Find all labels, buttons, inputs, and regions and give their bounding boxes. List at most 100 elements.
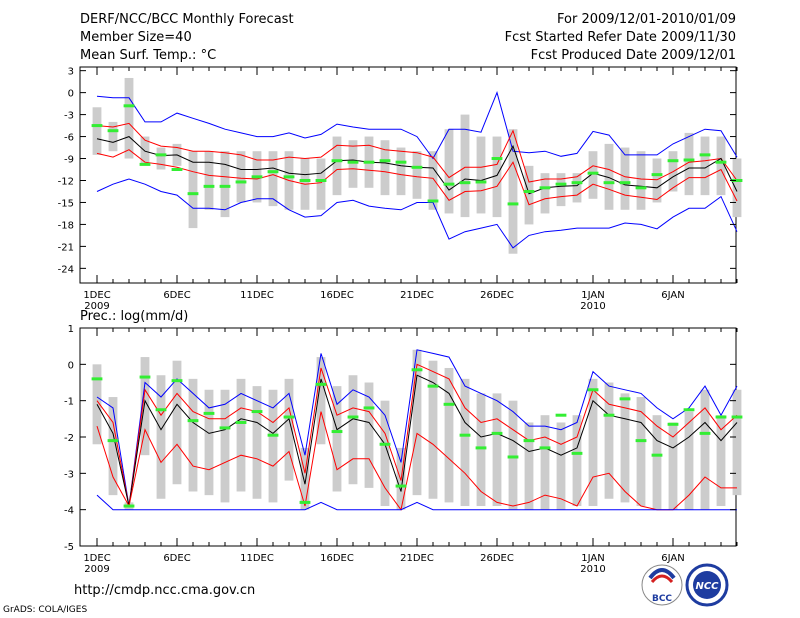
prec-ytick-label: -3 [64, 469, 74, 480]
prec-series-upper-spread [96, 363, 738, 507]
temp-spread-box [620, 147, 630, 210]
prec-spread-box [300, 447, 310, 510]
temp-spread-box [396, 147, 406, 196]
temp-spread-box [684, 132, 694, 196]
prec-spread-box [652, 415, 662, 510]
temp-spread-box [540, 173, 550, 214]
prec-spread-box [620, 393, 630, 503]
temp-ytick-label: -3 [64, 111, 74, 122]
prec-ytick-label: 0 [68, 360, 74, 371]
prec-spread-box [716, 415, 726, 507]
prec-xtick-year: 2009 [84, 564, 109, 575]
ncc-logo-text: NCC [695, 581, 719, 592]
prec-spread-box [604, 382, 614, 499]
chart-title: DERF/NCC/BCC Monthly Forecast [80, 12, 294, 27]
temp-spread-box [476, 136, 486, 214]
prec-xtick-label: 21DEC [400, 553, 434, 564]
temp-xtick-year: 2010 [580, 301, 605, 312]
prec-spread-box [540, 415, 550, 510]
temp-spread-box [156, 147, 166, 170]
prec-spread-box [156, 375, 166, 499]
temp-spread-box [428, 151, 438, 210]
temp-spread-box [348, 140, 358, 188]
prec-xtick-label: 26DEC [480, 553, 514, 564]
precip-panel-title: Prec.: log(mm/d) [80, 309, 188, 324]
temp-ytick-label: -21 [58, 242, 74, 253]
prec-series-ensemble-max [96, 349, 738, 507]
prec-spread-box [348, 375, 358, 485]
temp-ytick-label: -15 [58, 198, 74, 209]
bcc-logo: BCC [641, 564, 683, 606]
temp-spread-box [524, 165, 534, 225]
prec-spread-box [332, 386, 342, 492]
temp-ytick-label: 3 [68, 67, 74, 78]
bcc-swirl-blue-icon [648, 568, 676, 580]
prec-spread-box [140, 357, 150, 456]
temp-ytick-label: -9 [64, 155, 74, 166]
prec-ytick-label: -4 [64, 506, 74, 517]
prec-spread-box [636, 397, 646, 507]
prec-spread-box [428, 360, 438, 499]
temp-spread-box [588, 151, 598, 199]
temp-xtick-year: 2009 [84, 301, 109, 312]
temp-series-upper-spread [96, 122, 738, 183]
member-size-label: Member Size=40 [80, 30, 192, 45]
temp-spread-box [316, 158, 326, 210]
temp-xtick-label: 26DEC [480, 290, 514, 301]
temp-spread-box [492, 136, 502, 218]
temp-xtick-label: 1JAN [581, 290, 604, 301]
prec-spread-box [572, 415, 582, 507]
prec-spread-box [204, 389, 214, 496]
temp-spread-box [332, 136, 342, 196]
prec-spread-box [236, 378, 246, 492]
prec-spread-box [220, 389, 230, 503]
temp-xtick-label: 6JAN [661, 290, 684, 301]
grads-credit: GrADS: COLA/IGES [3, 605, 87, 615]
bcc-swirl-red-icon [650, 574, 674, 584]
temp-spread-box [204, 151, 214, 210]
prec-spread-box [492, 393, 502, 507]
temp-ytick-label: -6 [64, 133, 74, 144]
temp-spread-box [652, 158, 662, 203]
prec-spread-box [316, 357, 326, 445]
ncc-logo: NCC [685, 563, 729, 607]
temp-spread-box [556, 173, 566, 207]
temp-spread-box [108, 121, 118, 152]
temp-ytick-label: 0 [68, 89, 74, 100]
prec-spread-box [380, 400, 390, 507]
prec-ytick-label: -2 [64, 433, 74, 444]
temp-spread-box [732, 158, 742, 218]
temp-series-ensemble-min [96, 178, 738, 249]
temp-xtick-label: 6DEC [163, 290, 190, 301]
temp-xtick-label: 21DEC [400, 290, 434, 301]
prec-spread-box [364, 382, 374, 488]
prec-spread-box [508, 400, 518, 510]
temp-spread-box [604, 143, 614, 210]
forecast-start-label: Fcst Started Refer Date 2009/11/30 [505, 30, 736, 45]
prec-spread-box [172, 360, 182, 485]
prec-spread-box [108, 397, 118, 496]
temp-spread-box [92, 107, 102, 155]
prec-spread-box [252, 386, 262, 499]
temp-ytick-label: -12 [58, 176, 74, 187]
temp-series-ensemble-max [96, 91, 738, 160]
prec-xtick-label: 6DEC [163, 553, 190, 564]
temp-spread-box [716, 136, 726, 196]
temp-spread-box [636, 151, 646, 210]
prec-spread-box [476, 393, 486, 507]
prec-spread-box [460, 378, 470, 507]
temp-spread-box [124, 77, 134, 159]
temp-spread-box [380, 140, 390, 196]
prec-spread-box [188, 378, 198, 492]
prec-spread-box [268, 389, 278, 503]
prec-ytick-label: -5 [64, 542, 74, 553]
prec-spread-box [732, 389, 742, 496]
temp-spread-box [444, 129, 454, 214]
prec-spread-box [444, 367, 454, 503]
temp-xtick-label: 11DEC [240, 290, 274, 301]
temp-spread-box [188, 151, 198, 229]
prec-xtick-year: 2010 [580, 564, 605, 575]
prec-ytick-label: -1 [64, 397, 74, 408]
